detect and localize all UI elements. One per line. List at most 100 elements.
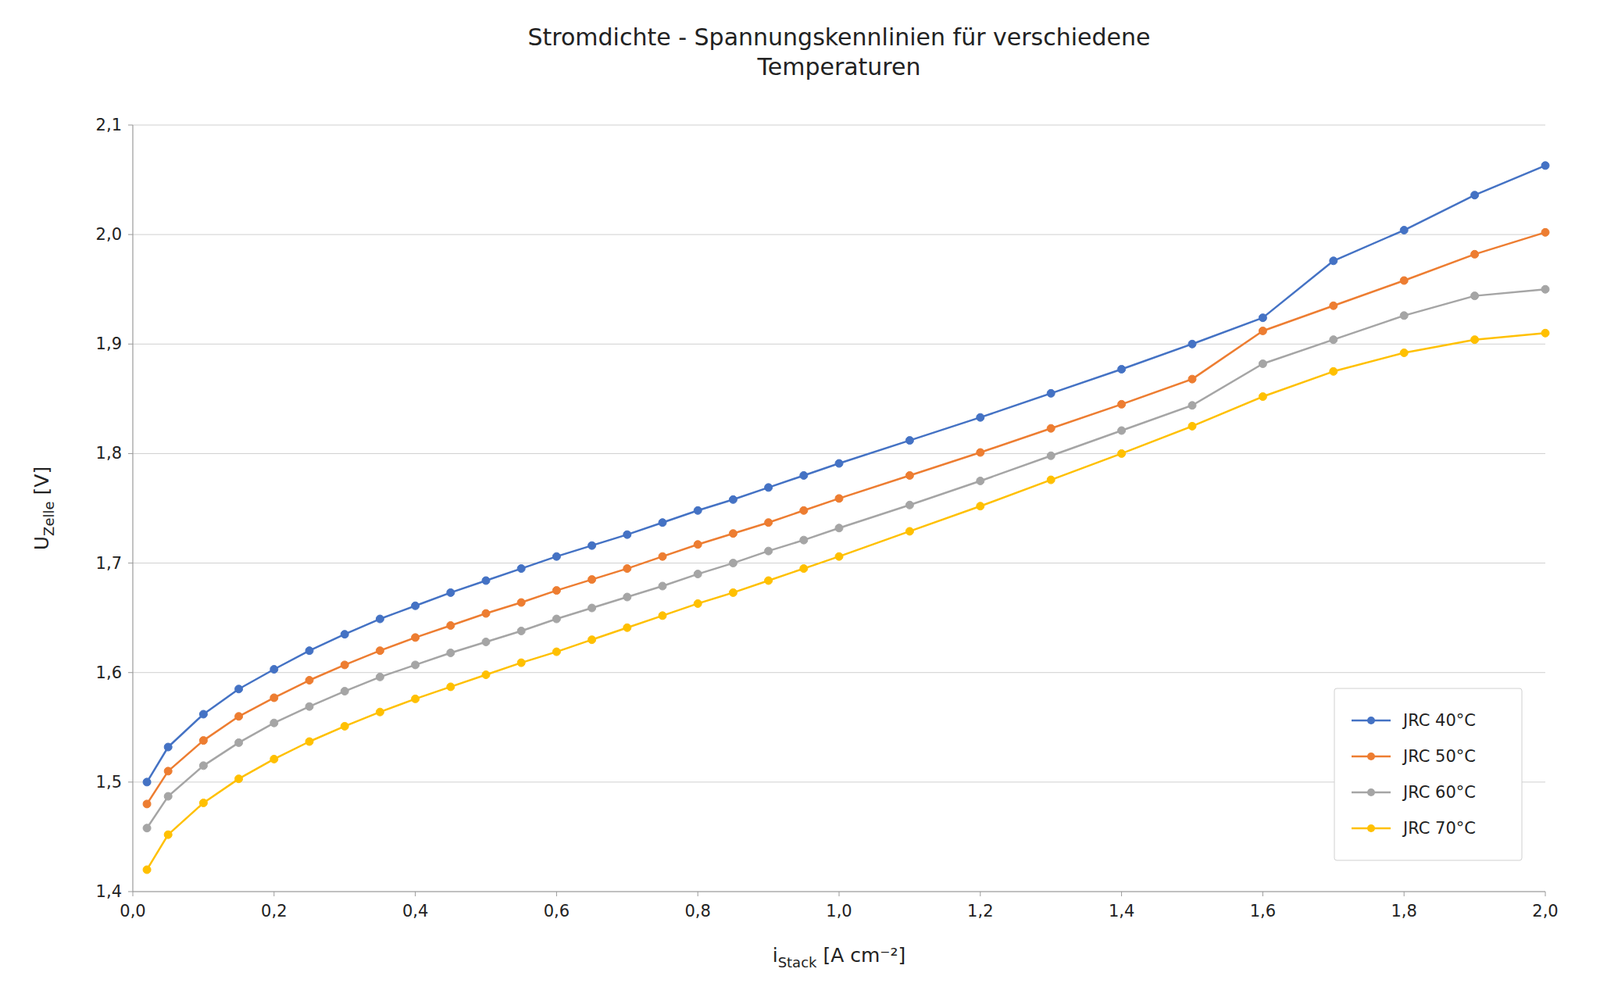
legend-label: JRC 50°C — [1401, 746, 1476, 766]
series-point — [1471, 335, 1479, 344]
series-point — [270, 754, 279, 763]
grid-line — [132, 562, 1546, 564]
series-point — [1400, 348, 1408, 357]
x-tick-label: 1,8 — [1390, 901, 1417, 921]
series-point — [446, 648, 455, 657]
y-axis-line — [132, 125, 133, 892]
series-point — [658, 518, 667, 527]
series-point — [693, 506, 702, 515]
series-point — [1258, 392, 1267, 401]
series-point — [905, 436, 914, 445]
x-tick — [1545, 891, 1547, 897]
series-point — [800, 471, 808, 479]
series-point — [976, 413, 985, 422]
series-point — [1329, 257, 1338, 265]
x-tick-label: 1,4 — [1108, 901, 1135, 921]
series-point — [235, 712, 243, 721]
series-point — [1046, 424, 1055, 433]
series-point — [411, 660, 420, 669]
series-point — [411, 633, 420, 642]
series-point — [1046, 389, 1055, 397]
y-tick-label: 1,4 — [96, 882, 122, 901]
series-point — [693, 599, 702, 608]
grid-line — [132, 234, 1546, 236]
series-point — [164, 742, 172, 751]
x-tick-label: 0,0 — [119, 901, 146, 921]
series-point — [1471, 191, 1479, 200]
series-point — [800, 506, 808, 515]
series-point — [728, 559, 737, 568]
series-point — [800, 564, 808, 573]
y-tick-label: 1,7 — [96, 553, 122, 573]
series-point — [588, 635, 597, 644]
series-point — [270, 665, 279, 674]
series-point — [588, 575, 597, 584]
x-tick-label: 1,6 — [1250, 901, 1276, 921]
x-tick — [979, 891, 981, 897]
series-point — [835, 459, 843, 468]
series-point — [375, 646, 384, 655]
chart: 0,00,20,40,60,81,01,21,41,61,82,01,41,51… — [0, 0, 1600, 1001]
series-point — [764, 483, 773, 492]
series-point — [305, 676, 314, 685]
x-tick — [414, 891, 416, 897]
series-point — [1258, 360, 1267, 368]
series-point — [728, 495, 737, 504]
y-tick-label: 1,6 — [96, 663, 122, 683]
x-tick-label: 1,2 — [967, 901, 993, 921]
series-point — [142, 865, 151, 874]
legend-label: JRC 60°C — [1401, 782, 1476, 802]
series-point — [1117, 449, 1126, 458]
x-tick-label: 1,0 — [825, 901, 852, 921]
x-tick — [556, 891, 558, 897]
series-point — [764, 546, 773, 555]
legend-marker — [1367, 824, 1375, 833]
series-point — [623, 623, 632, 632]
series-point — [905, 500, 914, 509]
series-point — [1188, 339, 1197, 348]
series-point — [1471, 292, 1479, 300]
series — [142, 328, 1550, 874]
series-point — [1258, 314, 1267, 322]
series-point — [164, 830, 172, 839]
series-point — [835, 552, 843, 561]
series-point — [1046, 451, 1055, 460]
series-point — [1541, 161, 1550, 170]
series-point — [552, 614, 561, 623]
series-point — [764, 518, 773, 527]
series-point — [1258, 326, 1267, 335]
y-tick — [128, 781, 133, 783]
x-tick — [132, 891, 134, 897]
series-point — [1117, 365, 1126, 374]
grid-line — [132, 671, 1546, 673]
series-point — [482, 671, 490, 679]
series-point — [588, 541, 597, 550]
y-tick — [128, 453, 133, 454]
series-point — [411, 601, 420, 610]
series-point — [482, 576, 490, 585]
series-point — [623, 592, 632, 601]
series-point — [142, 824, 151, 833]
legend-label: JRC 70°C — [1401, 818, 1476, 838]
series-point — [976, 476, 985, 485]
series-point — [1329, 335, 1338, 344]
series-point — [482, 609, 490, 618]
background — [0, 0, 1600, 1001]
series-point — [728, 588, 737, 597]
series-point — [340, 630, 349, 639]
y-tick-label: 1,9 — [96, 334, 122, 354]
series-point — [905, 527, 914, 536]
series-point — [693, 540, 702, 549]
series-point — [446, 588, 455, 597]
series-point — [199, 710, 208, 718]
series-point — [658, 552, 667, 561]
series-point — [446, 682, 455, 691]
y-tick — [128, 671, 133, 673]
series-point — [1046, 475, 1055, 484]
series-point — [728, 529, 737, 538]
series-point — [482, 637, 490, 646]
legend-marker — [1367, 716, 1375, 725]
y-tick-label: 1,8 — [96, 443, 122, 463]
series-point — [1188, 421, 1197, 430]
series-point — [552, 552, 561, 561]
